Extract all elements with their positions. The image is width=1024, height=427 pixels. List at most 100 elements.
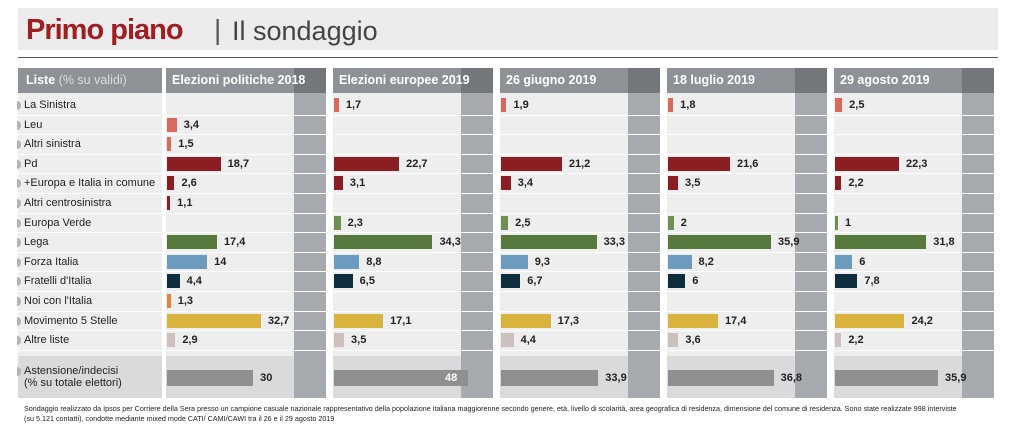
bar (167, 235, 217, 250)
data-label: 8,8 (366, 255, 382, 268)
bar (501, 176, 511, 191)
data-label: 35,9 (778, 236, 800, 249)
astensione-value: 36,8 (780, 372, 803, 384)
bar (835, 176, 842, 191)
row-label: Europa Verde (16, 216, 92, 229)
row-label: Altre liste (16, 334, 70, 347)
bar (835, 235, 927, 250)
row-divider (18, 271, 995, 273)
data-label: 2,2 (848, 334, 864, 347)
series-header: 29 agosto 2019 (834, 68, 994, 93)
bar (334, 215, 341, 230)
data-label: 2,5 (849, 99, 865, 111)
data-label: 4,4 (520, 334, 536, 347)
bar (501, 274, 521, 289)
data-label: 2,9 (182, 334, 198, 347)
bar (501, 313, 551, 328)
bar (334, 156, 400, 171)
series-name: Elezioni europee 2019 (339, 73, 470, 87)
series-name: 18 luglio 2019 (673, 73, 755, 87)
bar (501, 235, 597, 250)
data-label: 34,3 (439, 236, 461, 249)
astensione-value: 33,9 (605, 372, 627, 384)
row-divider (18, 349, 995, 351)
page-title: Primo piano (26, 14, 184, 46)
data-label: 18,7 (227, 157, 250, 170)
data-label: 6 (692, 275, 699, 288)
series-header: Elezioni politiche 2018 (166, 68, 326, 93)
astensione-bar (668, 370, 774, 386)
data-label: 32,7 (267, 314, 290, 327)
bar (167, 176, 175, 191)
series-header: 18 luglio 2019 (667, 68, 827, 93)
bar (835, 274, 858, 289)
series-name: Elezioni politiche 2018 (172, 73, 306, 87)
data-label: 1 (845, 216, 852, 229)
bar (501, 98, 507, 112)
bar (835, 98, 843, 112)
data-label: 3,4 (517, 177, 534, 190)
series-name: 29 agosto 2019 (840, 73, 930, 87)
data-label: 17,3 (557, 314, 580, 327)
row-divider (18, 173, 995, 175)
series-name: 26 giugno 2019 (506, 73, 597, 87)
bar (167, 196, 171, 210)
data-label: 1,5 (178, 138, 194, 151)
row-label: Altri sinistra (17, 138, 81, 151)
label-column-header: Liste (% su validi) (18, 68, 162, 93)
data-label: 6,7 (527, 275, 543, 288)
bar (501, 156, 562, 171)
astensione-bar (334, 370, 468, 386)
data-label: 17,1 (390, 314, 412, 327)
data-label: 2,6 (181, 177, 197, 190)
bar (835, 254, 853, 269)
data-label: 3,6 (685, 334, 701, 347)
row-label: La Sinistra (17, 99, 76, 111)
row-label: Leu (16, 118, 43, 131)
astensione-label-line-2: (% su totale elettori) (24, 377, 122, 389)
bar (334, 98, 339, 112)
data-label: 2,5 (515, 216, 531, 229)
row-divider (18, 153, 995, 155)
footer-note: Sondaggio realizzato da Ipsos per Corrie… (24, 404, 1004, 424)
data-label: 3,4 (183, 118, 200, 131)
bar (167, 254, 208, 269)
bar (334, 176, 343, 191)
row-divider (18, 291, 995, 292)
bar (668, 235, 772, 250)
bar (668, 333, 679, 348)
data-label: 1,8 (680, 99, 696, 111)
data-label: 2,2 (848, 177, 864, 190)
row-divider (18, 251, 995, 253)
bar (167, 117, 177, 132)
bar (167, 156, 221, 171)
astensione-row-bg (18, 356, 162, 398)
data-label: 33,3 (603, 236, 625, 249)
bar (668, 98, 674, 112)
bar (167, 313, 261, 328)
astensione-bar (835, 370, 939, 386)
title-band: Primo piano | Il sondaggio (18, 8, 998, 50)
series-header: Elezioni europee 2019 (333, 68, 493, 93)
row-divider (18, 193, 995, 194)
data-label: 17,4 (724, 314, 747, 327)
header-shade-strip (962, 68, 994, 93)
row-label: Fratelli d'Italia (17, 275, 92, 288)
footer-line-1: Sondaggio realizzato da Ipsos per Corrie… (24, 404, 957, 413)
row-divider (18, 232, 995, 234)
header-shade-strip (461, 68, 493, 93)
bar (668, 176, 679, 191)
data-label: 21,6 (736, 157, 759, 170)
bar (501, 215, 509, 230)
bar (501, 333, 514, 348)
astensione-value: 48 (445, 372, 458, 384)
row-label: +Europa e Italia in comune (16, 177, 156, 190)
bar (167, 137, 172, 152)
bar (668, 274, 686, 289)
bar (334, 274, 353, 289)
title-rule (18, 57, 998, 58)
row-label: Movimento 5 Stelle (17, 314, 118, 327)
data-label: 1,7 (345, 99, 362, 111)
data-label: 3,5 (351, 334, 367, 347)
astensione-bar (501, 370, 599, 386)
